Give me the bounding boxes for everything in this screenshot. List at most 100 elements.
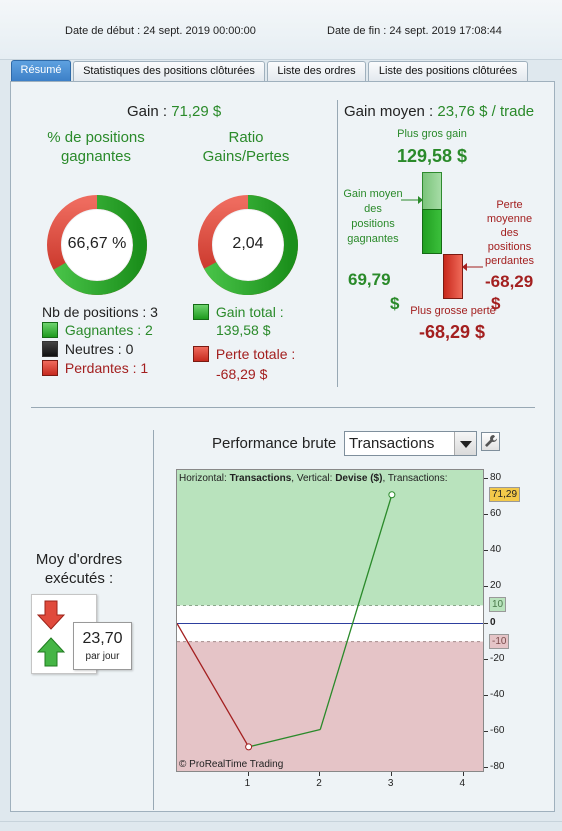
neutral-legend: Neutres : 0 bbox=[42, 341, 133, 357]
chart-header-h-prefix: Horizontal: bbox=[179, 473, 230, 484]
total-gain-label: Gain : bbox=[127, 103, 172, 120]
x-tick bbox=[462, 772, 464, 776]
chart-header-v-prefix: , Vertical: bbox=[291, 473, 336, 484]
y-tick bbox=[484, 767, 488, 768]
wrench-button[interactable] bbox=[481, 432, 500, 451]
losers-legend: Perdantes : 1 bbox=[42, 360, 148, 376]
performance-chart: Horizontal: Transactions, Vertical: Devi… bbox=[176, 469, 484, 772]
loss-total-label: Perte totale : bbox=[215, 346, 296, 362]
average-winning-value-amount: 69,79 bbox=[348, 270, 391, 289]
total-gain-value: 71,29 $ bbox=[171, 103, 222, 120]
series-segment bbox=[248, 728, 321, 748]
positions-count: Nb de positions : 3 bbox=[42, 304, 158, 320]
orders-unit: par jour bbox=[85, 651, 120, 662]
gain-total-value: 139,58 $ bbox=[216, 322, 271, 338]
y-tick-label: 80 bbox=[490, 472, 502, 483]
x-tick bbox=[319, 772, 321, 776]
x-tick-label: 1 bbox=[244, 778, 251, 789]
last-value-badge: 71,29 bbox=[489, 486, 521, 502]
arrow-left-icon bbox=[462, 263, 483, 271]
status-bar bbox=[0, 821, 562, 831]
date-bar: Date de début : 24 sept. 2019 00:00:00 D… bbox=[0, 0, 562, 60]
average-winning-value-currency: $ bbox=[390, 294, 400, 313]
average-winning-label: Gain moyen des positions gagnantes bbox=[343, 188, 403, 245]
y-tick bbox=[484, 694, 488, 696]
gain-total-swatch bbox=[193, 304, 209, 320]
chart-header-h-value: Transactions bbox=[229, 473, 292, 484]
average-gain-label: Gain moyen : bbox=[344, 103, 438, 120]
neutral-swatch bbox=[42, 341, 58, 357]
biggest-gain-label: Plus gros gain bbox=[397, 128, 467, 140]
x-tick-label: 2 bbox=[316, 778, 322, 789]
neutral-count: Neutres : 0 bbox=[64, 341, 134, 357]
tab-closed-position-stats[interactable]: Statistiques des positions clôturées bbox=[73, 61, 265, 81]
start-date: Date de début : 24 sept. 2019 00:00:00 bbox=[65, 25, 256, 37]
gain-loss-ratio-value: 2,04 bbox=[232, 235, 264, 252]
arrow-right-icon bbox=[401, 196, 423, 204]
tab-closed-position-list[interactable]: Liste des positions clôturées bbox=[368, 61, 528, 81]
total-gain: Gain : 71,29 $ bbox=[127, 103, 221, 120]
x-tick-label: 4 bbox=[459, 778, 466, 789]
section-divider-vertical-lower bbox=[153, 430, 154, 810]
biggest-gain-bar bbox=[422, 172, 442, 210]
average-gain-value: 23,76 $ / trade bbox=[437, 103, 535, 120]
wrench-icon bbox=[485, 435, 497, 447]
gain-total-label: Gain total : bbox=[215, 304, 284, 320]
orders-value: 23,70 bbox=[82, 630, 123, 647]
chart-watermark: © ProRealTime Trading bbox=[179, 759, 284, 770]
lower-threshold-badge: -10 bbox=[489, 633, 510, 649]
y-tick-label: 40 bbox=[490, 544, 502, 556]
loss-total: Perte totale : bbox=[193, 346, 295, 362]
y-tick bbox=[484, 622, 488, 624]
chart-header-t-label: , Transactions: bbox=[382, 473, 448, 484]
y-tick-label: -40 bbox=[490, 688, 505, 700]
winners-legend: Gagnantes : 2 bbox=[42, 322, 153, 338]
biggest-loss-value: -68,29 $ bbox=[418, 322, 486, 342]
y-tick bbox=[484, 478, 488, 479]
orders-value-box: 23,70 par jour bbox=[73, 622, 132, 670]
loss-zone bbox=[177, 641, 483, 771]
chevron-down-icon[interactable] bbox=[454, 432, 476, 455]
end-date: Date de fin : 24 sept. 2019 17:08:44 bbox=[327, 25, 502, 37]
performance-label: Performance brute bbox=[212, 435, 337, 452]
series-segment bbox=[319, 494, 393, 730]
biggest-gain-value: 129,58 $ bbox=[396, 146, 468, 166]
gain-loss-ratio-title: Ratio Gains/Pertes bbox=[202, 129, 290, 165]
y-tick bbox=[484, 550, 488, 552]
series-segment bbox=[177, 623, 250, 748]
winning-pct-value: 66,67 % bbox=[67, 235, 127, 252]
average-losing-bar bbox=[443, 254, 463, 299]
average-losing-value-amount: -68,29 bbox=[485, 272, 534, 291]
losers-swatch bbox=[42, 360, 58, 376]
section-divider-vertical bbox=[337, 100, 338, 387]
winners-count: Gagnantes : 2 bbox=[64, 322, 153, 338]
y-tick-label: 60 bbox=[490, 508, 502, 520]
y-tick bbox=[484, 514, 488, 516]
y-tick-label: -80 bbox=[490, 761, 505, 772]
average-losing-value-currency: $ bbox=[491, 294, 501, 313]
winning-pct-title: % de positions gagnantes bbox=[47, 129, 145, 165]
x-tick bbox=[247, 772, 249, 776]
y-tick-label: -60 bbox=[490, 724, 505, 736]
loss-total-swatch bbox=[193, 346, 209, 362]
y-tick bbox=[484, 658, 488, 660]
winning-pct-donut bbox=[47, 195, 147, 295]
data-point bbox=[388, 491, 396, 499]
average-winning-bar bbox=[422, 209, 442, 254]
y-tick-label: -20 bbox=[490, 652, 505, 664]
tab-order-list[interactable]: Liste des ordres bbox=[267, 61, 366, 81]
x-tick-label: 3 bbox=[387, 778, 394, 789]
performance-mode-value: Transactions bbox=[349, 435, 435, 452]
gain-zone bbox=[177, 470, 483, 606]
arrow-down-icon bbox=[37, 600, 65, 630]
tab-resume[interactable]: Résumé bbox=[11, 60, 71, 82]
data-point bbox=[245, 743, 253, 751]
arrow-up-icon bbox=[37, 637, 65, 667]
winners-swatch bbox=[42, 322, 58, 338]
biggest-loss-label: Plus grosse perte bbox=[410, 305, 496, 317]
performance-mode-select[interactable]: Transactions bbox=[344, 431, 477, 456]
performance-chart-canvas bbox=[177, 470, 483, 771]
chart-header-v-value: Devise ($) bbox=[335, 473, 383, 484]
y-tick-label: 20 bbox=[490, 580, 502, 592]
chart-header: Horizontal: Transactions, Vertical: Devi… bbox=[179, 473, 447, 484]
